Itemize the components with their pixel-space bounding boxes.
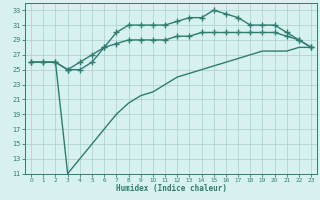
X-axis label: Humidex (Indice chaleur): Humidex (Indice chaleur) <box>116 184 227 193</box>
